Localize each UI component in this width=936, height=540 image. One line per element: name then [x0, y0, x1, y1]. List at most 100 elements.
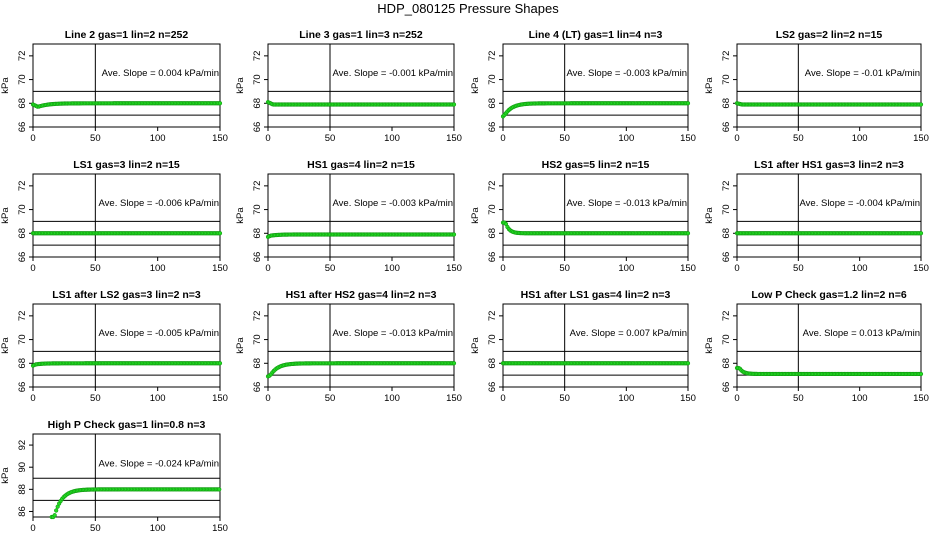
x-tick-label: 0 [265, 133, 270, 144]
panel-8: LS1 after HS1 gas=3 lin=2 n=3 66 68 70 72 kPa… [704, 159, 929, 274]
y-tick-label: 72 [721, 311, 732, 322]
plot-frame [736, 43, 922, 128]
panel-title: Low P Check gas=1.2 lin=2 n=6 [751, 289, 906, 301]
slope-annotation: Ave. Slope = -0.013 kPa/min [567, 198, 688, 209]
series-points [500, 361, 691, 366]
x-tick-label: 100 [384, 263, 400, 274]
x-tick-label: 50 [90, 263, 101, 274]
y-tick-label: 88 [17, 484, 28, 495]
y-tick-label: 66 [252, 382, 263, 393]
x-tick-label: 0 [500, 263, 505, 274]
series-points [49, 487, 222, 520]
y-tick-label: 68 [252, 228, 263, 239]
panel-3: Line 4 (LT) gas=1 lin=4 n=3 66 68 70 72 kPa 0 5… [470, 29, 696, 144]
panel-title: HS2 gas=5 lin=2 n=15 [542, 159, 650, 171]
series-points [734, 365, 924, 377]
x-tick-label: 50 [559, 133, 570, 144]
y-tick-label: 70 [721, 74, 732, 85]
panel-title: LS2 gas=2 lin=2 n=15 [776, 29, 883, 41]
plot-frame [502, 173, 689, 258]
plot-frame [267, 173, 455, 258]
series-points [734, 231, 924, 236]
y-tick-label: 68 [721, 228, 732, 239]
y-tick-label: 68 [17, 358, 28, 369]
y-axis-label: kPa [0, 467, 11, 484]
series-points [30, 101, 223, 109]
y-tick-label: 90 [17, 462, 28, 473]
x-tick-label: 0 [265, 263, 270, 274]
x-tick-label: 0 [500, 133, 505, 144]
y-tick-label: 92 [17, 440, 28, 451]
x-tick-label: 50 [90, 393, 101, 404]
panel-title: Line 2 gas=1 lin=2 n=252 [65, 29, 189, 41]
y-tick-label: 72 [487, 181, 498, 192]
panel-title: HS1 after HS2 gas=4 lin=2 n=3 [286, 289, 437, 301]
plot-frame [32, 43, 221, 128]
x-tick-label: 0 [30, 263, 35, 274]
panel-title: Line 4 (LT) gas=1 lin=4 n=3 [529, 29, 663, 41]
y-tick-label: 68 [252, 358, 263, 369]
plot-frame [502, 303, 689, 388]
panel-10: HS1 after HS2 gas=4 lin=2 n=3 66 68 70 72 kPa… [235, 289, 462, 404]
x-tick-label: 100 [384, 133, 400, 144]
y-axis-label: kPa [0, 337, 11, 354]
x-tick-label: 100 [618, 393, 634, 404]
x-tick-label: 150 [680, 393, 696, 404]
x-tick-label: 50 [325, 393, 336, 404]
plot-frame [32, 433, 221, 518]
y-axis-label: kPa [704, 77, 715, 94]
y-tick-label: 66 [721, 382, 732, 393]
y-tick-label: 70 [17, 74, 28, 85]
y-tick-label: 66 [17, 122, 28, 133]
x-tick-label: 100 [852, 133, 868, 144]
y-axis-label: kPa [235, 77, 246, 94]
x-tick-label: 100 [150, 133, 166, 144]
x-tick-label: 150 [680, 263, 696, 274]
panel-5: LS1 gas=3 lin=2 n=15 66 68 70 72 kPa 0 50 100 150… [0, 159, 228, 274]
slope-annotation: Ave. Slope = -0.024 kPa/min [99, 459, 220, 470]
y-axis-label: kPa [470, 77, 481, 94]
series-points [30, 361, 223, 368]
y-axis-label: kPa [704, 207, 715, 224]
y-axis-label: kPa [470, 207, 481, 224]
y-tick-label: 70 [721, 334, 732, 345]
y-axis-label: kPa [0, 207, 11, 224]
y-tick-label: 68 [487, 228, 498, 239]
x-tick-label: 150 [680, 133, 696, 144]
data-point [52, 513, 57, 518]
y-tick-label: 70 [17, 204, 28, 215]
x-tick-label: 150 [913, 263, 929, 274]
x-tick-label: 150 [446, 133, 462, 144]
x-tick-label: 100 [150, 393, 166, 404]
slope-annotation: Ave. Slope = 0.007 kPa/min [570, 328, 687, 339]
data-point [217, 101, 223, 106]
panel-title: High P Check gas=1 lin=0.8 n=3 [48, 419, 206, 431]
x-tick-label: 50 [793, 263, 804, 274]
series-points [265, 361, 457, 379]
y-axis-label: kPa [704, 337, 715, 354]
y-tick-label: 68 [487, 358, 498, 369]
y-tick-label: 66 [721, 252, 732, 263]
y-axis-label: kPa [235, 207, 246, 224]
y-tick-label: 72 [487, 51, 498, 62]
series-points [265, 99, 457, 107]
plot-frame [736, 173, 922, 258]
panel-12: Low P Check gas=1.2 lin=2 n=6 66 68 70 72 kPa… [704, 289, 929, 404]
y-tick-label: 68 [17, 228, 28, 239]
y-tick-label: 70 [252, 74, 263, 85]
x-tick-label: 150 [212, 133, 228, 144]
series-points [734, 101, 924, 107]
panel-13: High P Check gas=1 lin=0.8 n=3 86 88 90 92 kP… [0, 419, 228, 534]
data-point [918, 231, 924, 236]
slope-annotation: Ave. Slope = -0.001 kPa/min [333, 68, 454, 79]
x-tick-label: 150 [913, 133, 929, 144]
data-point [685, 101, 691, 106]
panel-title: LS1 after HS1 gas=3 lin=2 n=3 [754, 159, 904, 171]
x-tick-label: 150 [913, 393, 929, 404]
slope-annotation: Ave. Slope = -0.013 kPa/min [333, 328, 454, 339]
plot-frame [267, 43, 455, 128]
slope-annotation: Ave. Slope = -0.004 kPa/min [800, 198, 921, 209]
y-tick-label: 66 [252, 252, 263, 263]
panel-4: LS2 gas=2 lin=2 n=15 66 68 70 72 kPa 0 50 100 150… [704, 29, 929, 144]
y-tick-label: 70 [487, 204, 498, 215]
